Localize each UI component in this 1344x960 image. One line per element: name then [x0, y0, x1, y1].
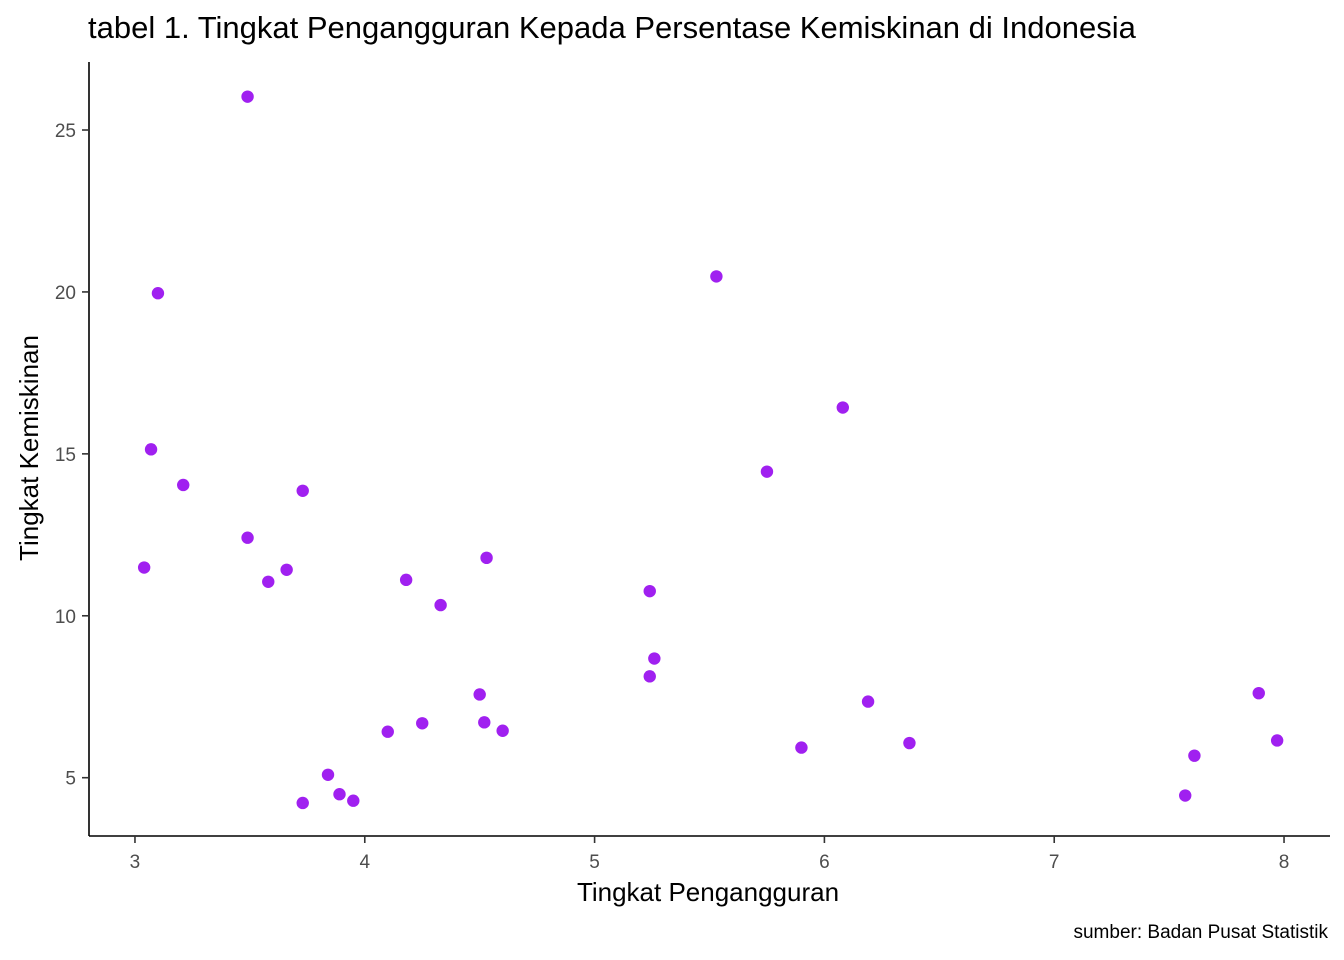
y-tick-label: 15: [55, 445, 76, 466]
data-point: [137, 561, 151, 574]
data-point: [643, 670, 656, 683]
data-point: [1252, 686, 1265, 700]
data-point: [241, 90, 254, 103]
data-point: [710, 270, 723, 283]
data-point: [1188, 749, 1201, 762]
data-point: [480, 551, 493, 565]
data-point: [321, 768, 335, 781]
y-axis-ticks: 5 10 15 20 25: [55, 121, 89, 790]
x-tick-label: 8: [1279, 852, 1290, 873]
x-axis-title: Tingkat Pengangguran: [577, 877, 839, 907]
x-tick-label: 7: [1049, 852, 1060, 873]
data-point: [795, 741, 808, 754]
data-point: [151, 287, 165, 300]
data-point: [296, 796, 309, 810]
y-axis-title: Tingkat Kemiskinan: [14, 335, 44, 561]
points-layer: [137, 90, 1284, 810]
data-point: [1179, 789, 1192, 802]
data-point: [177, 478, 190, 492]
chart-title: tabel 1. Tingkat Pengangguran Kepada Per…: [88, 10, 1136, 45]
data-point: [399, 573, 413, 587]
data-point: [241, 531, 254, 544]
data-point: [434, 598, 447, 612]
data-point: [496, 724, 509, 737]
data-point: [836, 401, 849, 414]
x-axis-ticks: 3 4 5 6 7 8: [130, 836, 1290, 873]
data-point: [760, 465, 774, 478]
data-point: [333, 788, 346, 801]
data-point: [296, 484, 309, 497]
data-point: [144, 443, 158, 456]
data-point: [416, 717, 429, 730]
data-point: [648, 652, 661, 665]
data-point: [262, 575, 275, 588]
data-point: [347, 794, 360, 807]
data-point: [643, 584, 656, 598]
data-point: [861, 695, 875, 708]
y-tick-label: 25: [55, 121, 76, 142]
data-point: [903, 736, 916, 750]
data-point: [473, 688, 486, 701]
chart-caption: sumber: Badan Pusat Statistik: [1073, 922, 1328, 943]
data-point: [381, 725, 394, 738]
data-point: [280, 563, 293, 576]
x-tick-label: 3: [130, 852, 141, 873]
x-tick-label: 6: [819, 852, 830, 873]
y-tick-label: 5: [65, 769, 76, 790]
y-tick-label: 20: [55, 283, 76, 304]
x-tick-label: 4: [359, 852, 370, 873]
data-point: [478, 716, 491, 729]
data-point: [1270, 734, 1284, 747]
x-tick-label: 5: [589, 852, 600, 873]
y-tick-label: 10: [55, 607, 76, 628]
